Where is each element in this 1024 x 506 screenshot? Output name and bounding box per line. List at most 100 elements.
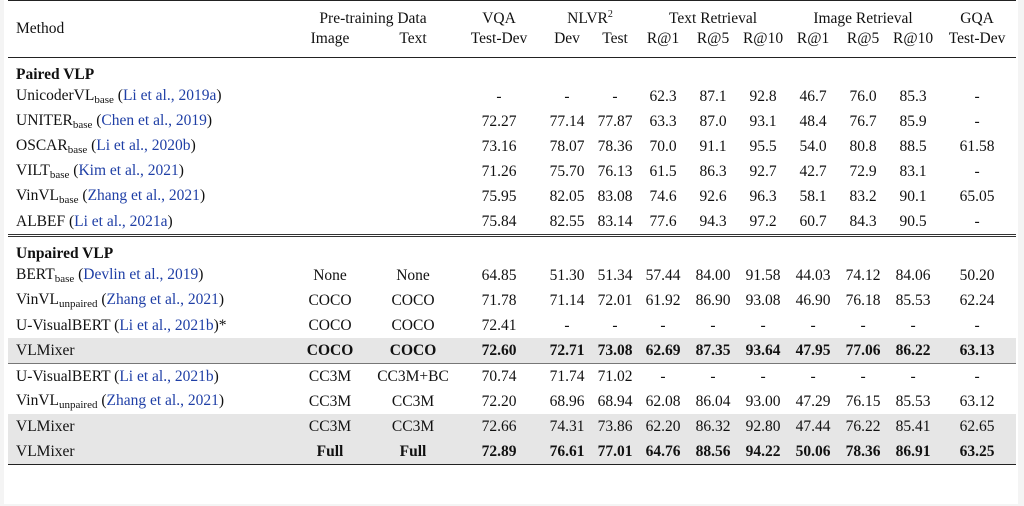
cell-vqa: 75.84 [481,212,517,230]
cell-nlvr-dev: 51.30 [549,266,585,284]
results-table-page: Method Pre-training Data VQA NLVR2 Text … [4,0,1018,504]
table-row: VLMixer CC3M CC3M 72.66 74.31 73.86 62.20 86.32… [8,414,1017,439]
cell-nlvr-test: 76.13 [597,162,633,180]
citation-link[interactable]: Zhang et al., 2021 [106,291,219,308]
text-retrieval-header: Text Retrieval [669,10,758,27]
cell-vqa: 73.16 [481,137,517,155]
cell-vqa: - [496,87,502,105]
method-header: Method [16,19,65,37]
cell-tr5: 86.04 [695,392,731,410]
cell-text: CC3M+BC [377,367,449,385]
cell-tr1: 57.44 [645,266,681,284]
cell-tr10: 93.00 [745,392,781,410]
citation-link[interactable]: Devlin et al., 2019 [83,266,199,283]
cell-text: COCO [370,338,457,364]
cell-ir5: 76.22 [838,414,889,439]
cell-image [290,134,370,159]
cell-gqa: - [974,162,980,180]
cell-nlvr-test: 78.36 [597,137,633,155]
cell-text [370,84,456,109]
cell-vqa: 64.85 [481,266,517,284]
cell-tr10: 97.2 [749,212,777,230]
cell-vqa: 72.60 [456,338,543,364]
cell-ir1: - [810,316,816,334]
image-header: Image [310,30,350,47]
cell-tr5: 91.1 [699,137,727,155]
cell-ir1: 46.7 [799,87,827,105]
method-subscript: base [72,119,93,131]
cell-image [290,159,370,184]
table-row: OSCARbase (Li et al., 2020b) 73.16 78.07 78… [8,134,1016,159]
cell-ir5: - [860,367,866,385]
tr-r1-header: R@1 [646,30,680,47]
vqa-header: VQA [482,10,516,27]
table-row: BERTbase (Devlin et al., 2019) None None 64… [8,263,1016,288]
cell-tr10: 92.80 [738,414,789,439]
cell-gqa: 63.13 [938,338,1017,364]
cell-nlvr-dev: 71.74 [549,367,585,385]
cell-vqa: 75.95 [481,187,517,205]
cell-tr10: 94.22 [738,439,789,465]
method-subscript: unpaired [58,399,98,411]
cell-tr1: 62.69 [638,338,689,364]
cell-ir5: 84.3 [849,212,877,230]
citation-link[interactable]: Li et al., 2020b [96,137,191,154]
citation-link[interactable]: Li et al., 2019a [122,87,217,104]
section-title: Unpaired VLP [16,245,114,262]
cell-tr10: - [760,367,766,385]
cell-gqa: 62.24 [959,291,995,309]
citation-link[interactable]: Li et al., 2021b [119,316,214,334]
tr-r10-header: R@10 [742,30,784,47]
cell-nlvr-test: 71.02 [597,367,633,385]
citation-link[interactable]: Zhang et al., 2021 [87,187,200,204]
cell-ir5: 78.36 [838,439,889,465]
cell-nlvr-dev: 76.61 [542,439,593,465]
tr-r5-header: R@5 [696,30,730,47]
cell-tr1: 64.76 [638,439,689,465]
cell-tr10: - [760,316,766,334]
cell-ir10: 86.91 [888,439,939,465]
cell-nlvr-test: 77.01 [592,439,639,465]
cell-gqa: 50.20 [959,266,995,284]
cell-tr1: 63.3 [649,112,677,130]
cell-text [370,109,456,134]
vqa-subheader: Test-Dev [470,30,528,47]
citation-link[interactable]: Li et al., 2021b [119,367,214,385]
citation-link[interactable]: Li et al., 2021a [74,212,168,230]
citation-link[interactable]: Chen et al., 2019 [101,112,207,129]
cell-vqa: 72.89 [456,439,543,465]
cell-gqa: - [974,87,980,105]
method-subscript: base [49,169,70,181]
citation-link[interactable]: Zhang et al., 2021 [106,392,219,409]
cell-ir10: 85.53 [895,291,931,309]
cell-nlvr-dev: 77.14 [549,112,585,130]
cell-ir5: 76.15 [845,392,881,410]
cell-nlvr-test: 73.86 [592,414,639,439]
cell-text: CC3M [370,414,457,439]
cell-tr10: 91.58 [745,266,781,284]
cell-ir5: 80.8 [849,137,877,155]
cell-tr10: 96.3 [749,187,777,205]
cell-ir5: 72.9 [849,162,877,180]
method-suffix: * [218,316,227,334]
cell-gqa: 62.65 [938,414,1017,439]
cell-text: Full [370,439,457,465]
method-subscript: base [94,94,114,106]
citation-link[interactable]: Kim et al., 2021 [78,162,179,179]
method-name: VinVL [16,392,59,409]
method-name: VinVL [16,187,59,204]
image-retrieval-header: Image Retrieval [813,10,913,27]
cell-ir10: 84.06 [895,266,931,284]
cell-ir10: 86.22 [888,338,939,364]
cell-text: None [396,266,430,284]
cell-ir10: - [910,316,916,334]
cell-tr10: 93.64 [738,338,789,364]
cell-vqa: 71.26 [481,162,517,180]
nlvr-header: NLVR2 [567,9,613,27]
table-row: UnicoderVLbase (Li et al., 2019a) - - - 62.3… [8,84,1016,109]
cell-tr5: 94.3 [699,212,727,230]
cell-nlvr-dev: 78.07 [549,137,585,155]
cell-tr10: 93.1 [749,112,777,130]
cell-ir10: 90.5 [899,212,927,230]
cell-gqa: 65.05 [959,187,995,205]
